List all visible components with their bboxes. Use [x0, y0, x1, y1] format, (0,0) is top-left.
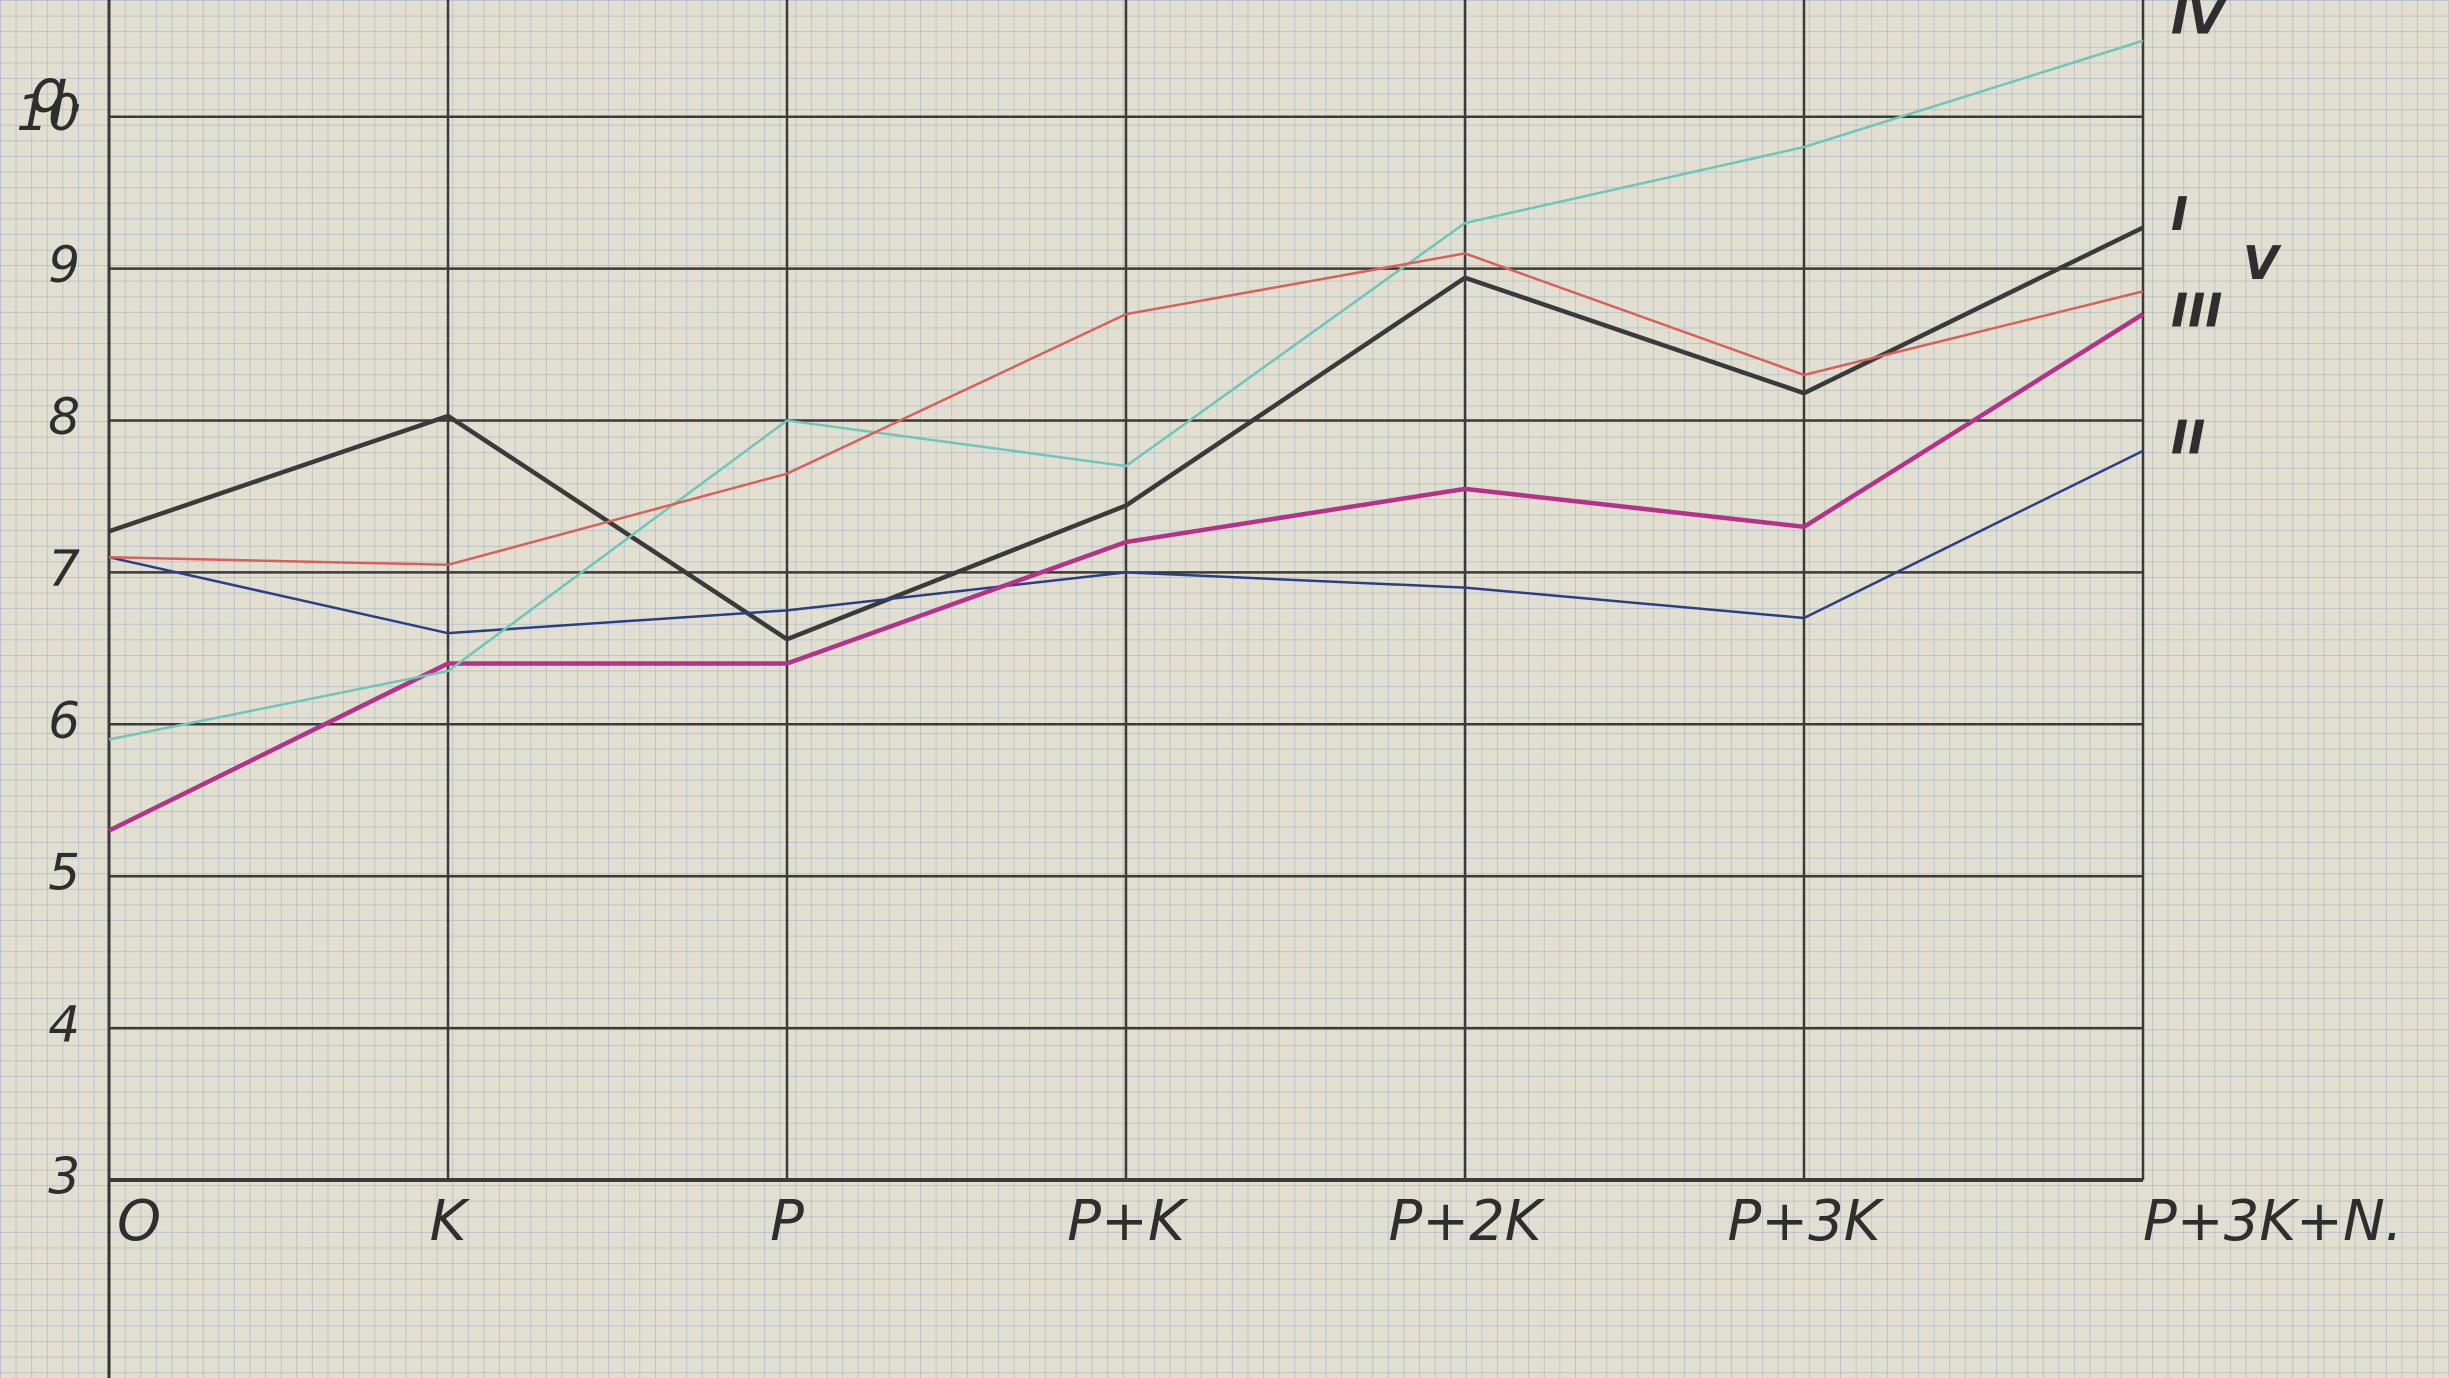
series-line [108, 39, 2144, 741]
y-tick-label: 6 [48, 692, 80, 750]
x-tick-label: P+3K [1727, 1189, 1884, 1254]
series-label: I [2171, 187, 2188, 241]
series-line [108, 312, 2145, 833]
y-tick-label: 5 [48, 844, 80, 902]
y-tick-label: 10 [16, 84, 80, 142]
x-tick-label: P+K [1067, 1189, 1189, 1254]
x-tick-label: P [770, 1189, 804, 1254]
y-tick-label: 9 [48, 236, 80, 294]
x-tick-label: O [117, 1189, 161, 1254]
y-tick-label: 8 [48, 388, 80, 446]
series-label: III [2171, 284, 2222, 338]
y-tick-label: 4 [48, 996, 80, 1054]
series-label: IV [2171, 0, 2227, 44]
y-tick-label: 7 [48, 540, 80, 598]
x-tick-label: K [430, 1189, 471, 1254]
y-tick-label: 3 [48, 1148, 80, 1206]
series-label: II [2171, 410, 2205, 464]
series-line [108, 252, 2144, 567]
x-tick-label: P+3K+N. [2143, 1189, 2403, 1254]
series-line [108, 225, 2144, 642]
series-line [108, 449, 2144, 635]
x-tick-label: P+2K [1388, 1189, 1545, 1254]
series-label: V [2243, 236, 2282, 290]
y-axis-label: q. [30, 57, 87, 127]
